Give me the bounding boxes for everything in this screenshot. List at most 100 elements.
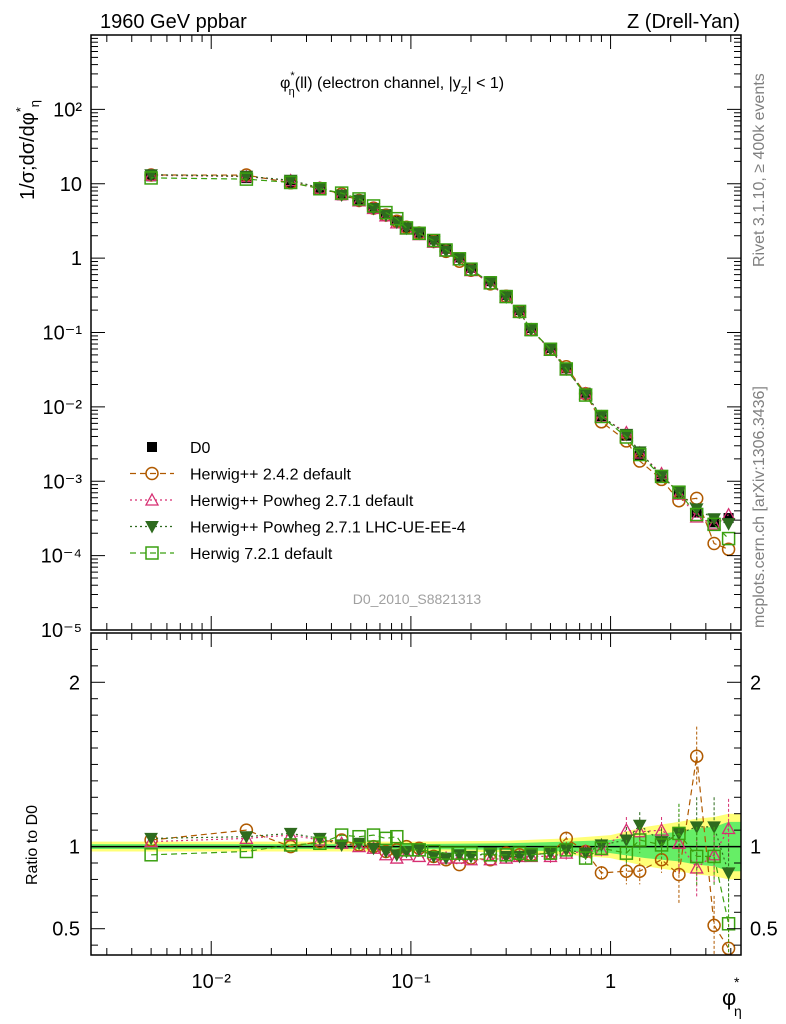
- legend-label: Herwig++ Powheg 2.7.1 default: [190, 493, 414, 510]
- y-tick-label: 10⁻³: [43, 471, 83, 493]
- main-point-h271ue: [366, 202, 381, 216]
- ratio-point-h271ue: [334, 839, 349, 852]
- ratio-point-h242: [594, 866, 609, 880]
- ratio-point-h721: [499, 848, 513, 862]
- main-point-h721: [283, 175, 298, 190]
- ratio-point-h271ue: [283, 827, 298, 841]
- ratio-point-h271: [452, 850, 467, 864]
- rivet-label: Rivet 3.1.10, ≥ 400k events: [751, 73, 768, 267]
- svg-text:η: η: [734, 1003, 742, 1019]
- main-point-h721: [619, 430, 634, 444]
- ratio-point-h271: [483, 852, 498, 866]
- legend-entry-h721: Herwig 7.2.1 default: [130, 546, 333, 563]
- legend-marker: [145, 466, 159, 481]
- main-point-h721: [721, 531, 736, 546]
- ratio-point-h242: [672, 867, 686, 882]
- main-point-h721: [499, 289, 513, 304]
- y-axis-title-main: 1/σ;dσ/dφ*η: [13, 100, 42, 200]
- main-point-h271ue: [239, 170, 254, 184]
- ratio-point-h721: [144, 848, 158, 862]
- main-point-h271ue: [689, 503, 704, 516]
- main-point-h721: [390, 211, 404, 226]
- legend-entry-data: D0: [147, 440, 211, 457]
- ratio-point-h721: [578, 851, 593, 865]
- main-point-h721: [654, 469, 669, 484]
- y-axis-title-ratio: Ratio to D0: [24, 805, 41, 885]
- legend-marker: [144, 492, 160, 506]
- ratio-point-h271: [426, 852, 441, 866]
- main-point-h271ue: [524, 324, 538, 337]
- ratio-point-h271: [399, 847, 414, 861]
- main-point-h721: [512, 304, 527, 319]
- main-point-h271ue: [334, 189, 349, 202]
- ratio-point-h271ue: [721, 867, 736, 880]
- ratio-point-h271ue: [144, 832, 158, 846]
- ratio-point-h271: [671, 835, 687, 849]
- main-point-h721: [439, 243, 453, 257]
- main-point-h721: [594, 409, 609, 424]
- main-point-h242: [707, 536, 721, 551]
- ratio-point-h721: [689, 849, 704, 864]
- main-point-h721: [672, 485, 686, 499]
- main-point-h271ue: [632, 446, 647, 459]
- legend-entry-h242: Herwig++ 2.4.2 default: [130, 467, 352, 484]
- ratio-point-h721: [672, 826, 686, 841]
- main-point-h271: [707, 516, 722, 530]
- x-tick-label: 1: [605, 971, 616, 993]
- ratio-point-h721: [619, 846, 634, 860]
- main-point-h721: [689, 507, 704, 522]
- ratio-point-h721: [390, 829, 404, 844]
- y-tick-label: 10⁻¹: [43, 323, 83, 345]
- ratio-point-h721: [654, 838, 669, 852]
- main-point-h721: [334, 186, 349, 200]
- ratio-point-h721: [283, 838, 298, 852]
- ratio-point-h242: [632, 864, 647, 878]
- legend-entry-h271ue: Herwig++ Powheg 2.7.1 LHC-UE-EE-4: [130, 520, 466, 537]
- ratio-point-h721: [543, 846, 558, 860]
- main-point-h271ue: [721, 518, 736, 531]
- legend-label: Herwig++ Powheg 2.7.1 LHC-UE-EE-4: [190, 520, 466, 537]
- main-point-h271ue: [464, 264, 478, 277]
- legend-marker: [145, 546, 159, 560]
- main-point-h721: [352, 192, 366, 206]
- ratio-line-h721: [151, 832, 730, 924]
- legend-marker: [145, 521, 159, 534]
- legend-label: Herwig++ 2.4.2 default: [190, 467, 352, 484]
- main-point-h721: [632, 447, 647, 462]
- ratio-point-h271ue: [313, 832, 327, 846]
- y-tick-label: 10: [60, 174, 82, 196]
- ratio-point-h721: [632, 833, 647, 847]
- ratio-point-h271: [144, 834, 159, 848]
- ratio-point-h271ue: [499, 850, 514, 864]
- ratio-series-h721: [144, 803, 736, 954]
- main-point-h721: [144, 171, 158, 185]
- header-left: 1960 GeV ppbar: [100, 11, 247, 33]
- ratio-point-h721: [594, 841, 609, 855]
- ratio-y-tick-label-right: 1: [750, 837, 761, 859]
- ratio-point-h271ue: [379, 846, 393, 859]
- ratio-point-h271ue: [239, 831, 254, 844]
- y-tick-label: 10⁻⁵: [41, 620, 82, 642]
- mcplots-label: mcplots.cern.ch [arXiv:1306.3436]: [751, 386, 768, 628]
- main-point-h271ue: [379, 209, 393, 223]
- main-line-h271: [151, 174, 729, 525]
- y-tick-label: 10²: [53, 99, 82, 121]
- main-point-h721: [707, 517, 721, 532]
- ratio-point-h271ue: [464, 850, 478, 864]
- x-tick-label: 10⁻¹: [391, 971, 431, 993]
- plot-title: φ* η(ll) (electron channel, |yZ| < 1): [280, 70, 504, 98]
- series-h721: [144, 171, 736, 546]
- main-point-h721: [313, 181, 327, 196]
- ratio-point-h721: [721, 917, 736, 931]
- ratio-point-h721: [483, 848, 498, 862]
- main-point-h721: [578, 388, 593, 402]
- ratio-y-tick-label: 1: [69, 837, 80, 859]
- ratio-point-h721: [313, 836, 327, 851]
- ratio-point-h721: [707, 849, 721, 864]
- ratio-point-h271: [632, 824, 647, 838]
- legend-marker: [147, 442, 157, 452]
- ratio-point-h271: [543, 849, 558, 863]
- ratio-y-tick-label-right: 2: [750, 672, 761, 694]
- ratio-point-h721: [239, 844, 254, 859]
- ratio-point-h721: [524, 848, 538, 862]
